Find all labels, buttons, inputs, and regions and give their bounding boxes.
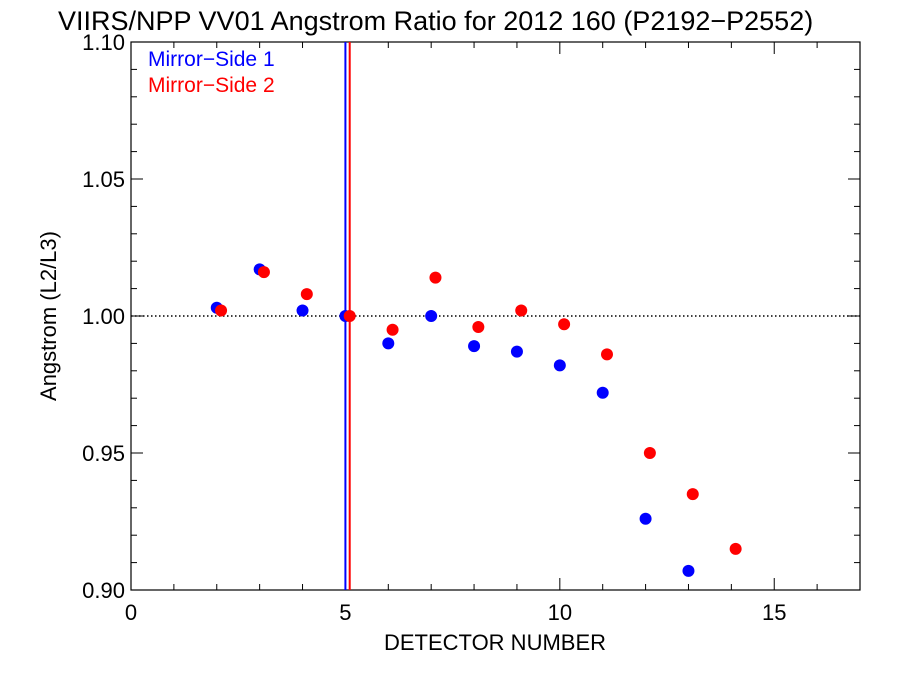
series-1-point bbox=[510, 345, 523, 358]
series-1-point bbox=[468, 340, 481, 353]
series-2-point bbox=[643, 447, 656, 459]
legend-entry-2: Mirror−Side 2 bbox=[148, 74, 275, 97]
series-1-point bbox=[596, 386, 609, 399]
series-2-point bbox=[600, 348, 613, 361]
x-tick-label: 15 bbox=[762, 600, 786, 625]
series-2-point bbox=[300, 288, 313, 301]
series-2-point bbox=[343, 310, 356, 322]
series-1-point bbox=[682, 564, 695, 577]
series-1-point bbox=[639, 512, 652, 525]
series-2-point bbox=[558, 318, 571, 331]
x-tick-label: 0 bbox=[125, 600, 137, 625]
y-tick-label: 1.10 bbox=[82, 30, 125, 55]
series-1-point bbox=[296, 304, 309, 317]
chart-title: VIIRS/NPP VV01 Angstrom Ratio for 2012 1… bbox=[58, 6, 813, 36]
y-tick-label: 1.05 bbox=[82, 167, 125, 192]
series-2-point bbox=[215, 304, 228, 317]
series-2-point bbox=[429, 271, 442, 284]
y-tick-label: 0.90 bbox=[82, 578, 125, 603]
plot-area: 0 5 10 15 0.90 0.95 1.00 1.05 1.10 Mirror−Side 1 M… bbox=[82, 30, 861, 625]
series-1-point bbox=[553, 359, 566, 372]
y-tick-label: 1.00 bbox=[82, 304, 125, 329]
series-1-point bbox=[425, 310, 438, 322]
x-axis-label: DETECTOR NUMBER bbox=[384, 630, 606, 655]
series-2-point bbox=[472, 320, 485, 333]
series-2-point bbox=[729, 542, 742, 555]
series-2-point bbox=[386, 323, 399, 336]
x-tick-label: 5 bbox=[339, 600, 351, 625]
series-2-point bbox=[686, 488, 699, 501]
y-axis-label: Angstrom (L2/L3) bbox=[36, 231, 61, 401]
series-2-point bbox=[257, 266, 270, 279]
series-1-point bbox=[382, 337, 395, 350]
x-tick-label: 10 bbox=[548, 600, 572, 625]
legend-entry-1: Mirror−Side 1 bbox=[148, 48, 275, 71]
y-tick-label: 0.95 bbox=[82, 441, 125, 466]
series-2-point bbox=[515, 304, 528, 317]
